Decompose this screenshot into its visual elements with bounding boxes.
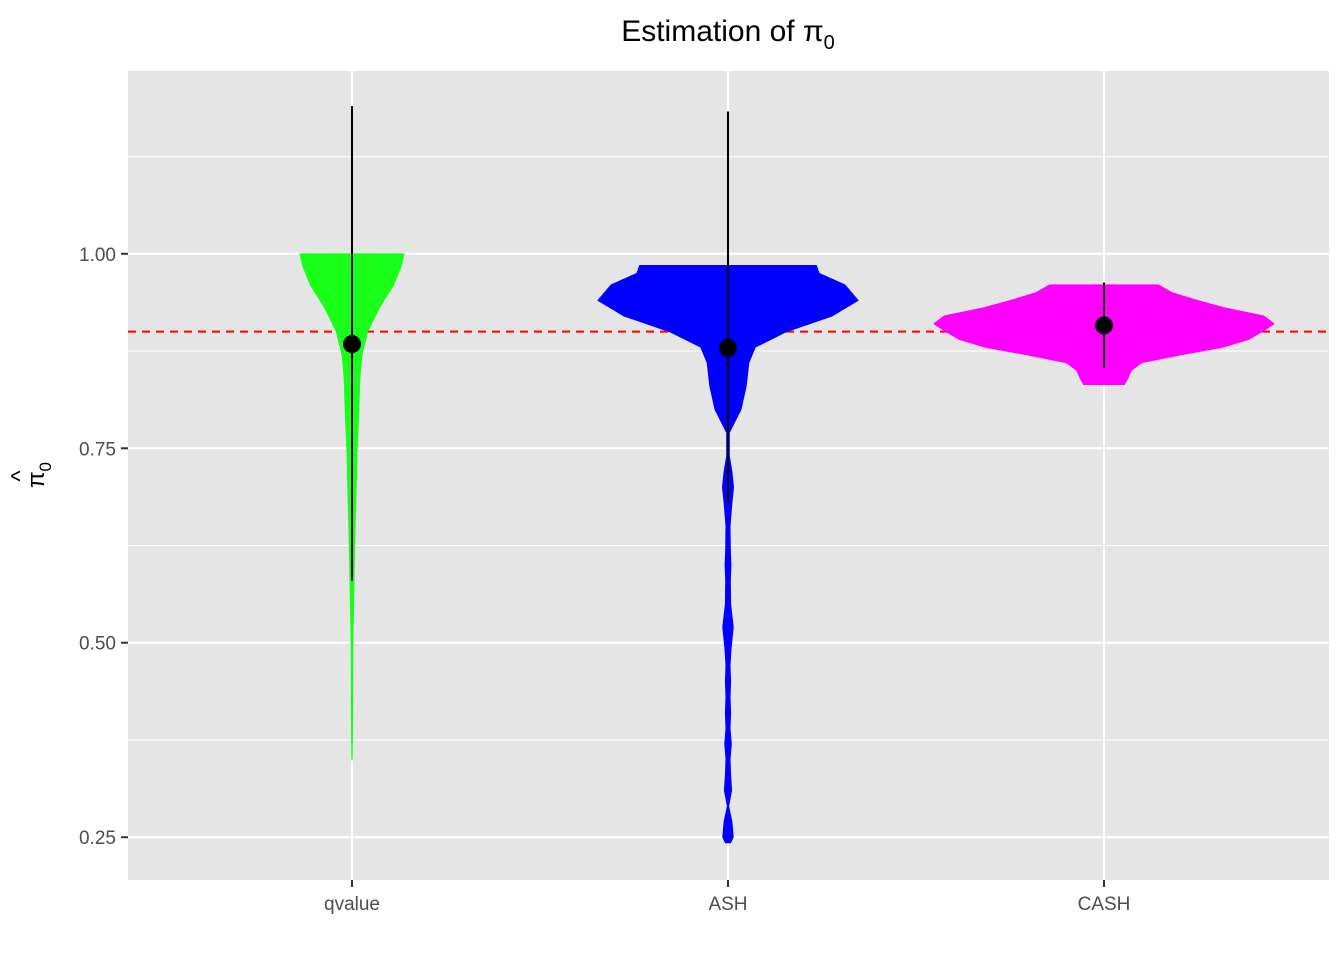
violin-ASH xyxy=(597,265,859,844)
y-axis-label: π0 ^ xyxy=(7,462,55,488)
y-tick-label: 1.00 xyxy=(79,245,116,266)
mean-point-qvalue xyxy=(343,335,361,354)
y-tick-label: 0.50 xyxy=(79,634,116,655)
x-axis-ticks: qvalue ASH CASH xyxy=(324,880,1130,915)
svg-text:π0: π0 xyxy=(23,462,55,488)
y-axis-label-hat: ^ xyxy=(7,470,34,482)
y-tick-label: 0.25 xyxy=(79,828,116,849)
x-tick-label: qvalue xyxy=(324,894,380,915)
y-axis-ticks: 0.25 0.50 0.75 1.00 xyxy=(79,245,128,849)
chart-title: Estimation of π0 xyxy=(621,15,835,54)
mean-point-ASH xyxy=(719,338,737,357)
x-tick-label: CASH xyxy=(1078,894,1131,915)
mean-points xyxy=(343,316,1113,357)
x-tick-label: ASH xyxy=(708,894,747,915)
mean-point-CASH xyxy=(1095,316,1113,335)
y-tick-label: 0.75 xyxy=(79,439,116,460)
